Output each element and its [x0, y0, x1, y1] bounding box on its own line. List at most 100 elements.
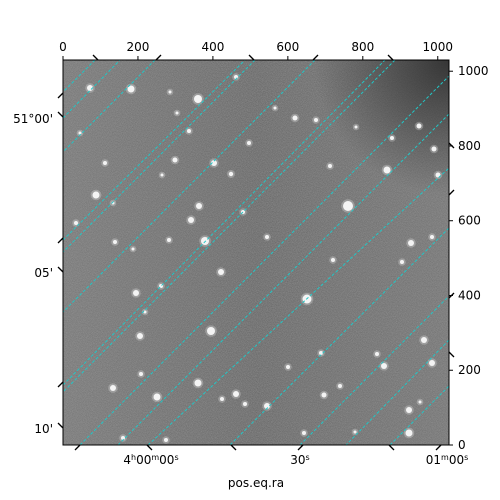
grid-line: [79, 75, 449, 445]
star: [338, 384, 342, 388]
star: [220, 397, 224, 401]
star: [160, 173, 164, 177]
star: [264, 403, 270, 409]
right-tick-label: 800: [458, 139, 481, 153]
top-axis: 0 200 400 600 800 1000: [59, 40, 453, 60]
star: [137, 333, 143, 339]
right-tick-label: 1000: [458, 64, 489, 78]
ra-tick-label: 01m00s: [426, 453, 469, 467]
star: [273, 106, 277, 110]
right-tick-label: 0: [458, 438, 466, 452]
star: [233, 391, 239, 397]
grid-line: [63, 60, 396, 393]
star: [321, 392, 327, 398]
grid-line: [63, 60, 156, 153]
star: [207, 327, 215, 335]
star: [383, 166, 391, 174]
right-tick-label: 600: [458, 214, 481, 228]
star: [319, 351, 323, 355]
right-axis: 0 200 400 600 800 1000: [449, 64, 489, 452]
grid-line: [299, 295, 449, 445]
right-tick-label: 400: [458, 288, 481, 302]
grid-line: [63, 60, 121, 119]
star: [228, 171, 234, 177]
dec-tick-label: 10': [34, 422, 53, 436]
star: [172, 157, 178, 163]
star: [286, 365, 290, 369]
ra-axis: 4h00m00s 30s 01m00s: [123, 453, 468, 467]
star: [143, 310, 147, 314]
star: [418, 400, 422, 404]
top-tick-label: 800: [351, 40, 374, 54]
stars-layer: [72, 73, 443, 444]
grid-line: [63, 60, 256, 253]
star: [435, 172, 441, 178]
star: [218, 269, 224, 275]
star: [131, 247, 135, 251]
star: [243, 402, 247, 406]
grid-line: [229, 227, 449, 445]
star: [421, 337, 427, 343]
ra-tick-label: 4h00m00s: [123, 453, 178, 467]
top-tick-label: 400: [201, 40, 224, 54]
dec-tick-label: 05': [34, 266, 53, 280]
star: [103, 161, 107, 165]
grid-line: [345, 339, 449, 445]
star: [196, 203, 202, 209]
star: [167, 238, 171, 242]
star: [430, 235, 434, 239]
world-tick-marks: [57, 54, 455, 451]
dec-axis: 51°00' 05' 10': [13, 112, 53, 436]
star: [400, 260, 404, 264]
star: [406, 407, 412, 413]
grid-line: [389, 385, 449, 445]
star: [292, 115, 298, 121]
star: [127, 85, 135, 93]
star: [175, 111, 179, 115]
grid-line: [63, 60, 386, 386]
star: [168, 90, 172, 94]
top-tick-label: 200: [126, 40, 149, 54]
coordinate-grid: [63, 60, 449, 445]
star: [211, 160, 217, 166]
star: [429, 360, 435, 366]
star: [354, 125, 358, 129]
star: [110, 385, 116, 391]
star: [139, 372, 143, 376]
star: [431, 146, 437, 152]
sky-image: [63, 60, 449, 445]
top-tick-label: 0: [59, 40, 67, 54]
star: [78, 131, 82, 135]
star: [74, 221, 78, 225]
plot-frame: [62, 59, 450, 446]
grid-line: [63, 60, 96, 93]
star: [375, 352, 379, 356]
star: [331, 258, 335, 262]
star: [194, 379, 202, 387]
star: [408, 240, 414, 246]
dec-tick-label: 51°00': [13, 112, 53, 126]
star: [353, 430, 357, 434]
ra-tick-label: 30s: [290, 453, 309, 467]
star: [416, 123, 422, 129]
star: [314, 118, 318, 122]
star: [405, 429, 413, 437]
star: [187, 129, 191, 133]
grid-line: [63, 60, 316, 313]
star: [164, 438, 168, 442]
right-tick-label: 200: [458, 363, 481, 377]
star: [194, 95, 202, 103]
top-tick-label: 600: [276, 40, 299, 54]
star: [133, 290, 139, 296]
star: [390, 136, 394, 140]
star: [153, 393, 161, 401]
star: [121, 436, 125, 440]
star: [247, 141, 251, 145]
star: [343, 201, 353, 211]
star: [113, 240, 117, 244]
star: [328, 164, 332, 168]
grid-line: [117, 113, 449, 445]
star: [265, 235, 269, 239]
grid-line: [63, 60, 246, 241]
